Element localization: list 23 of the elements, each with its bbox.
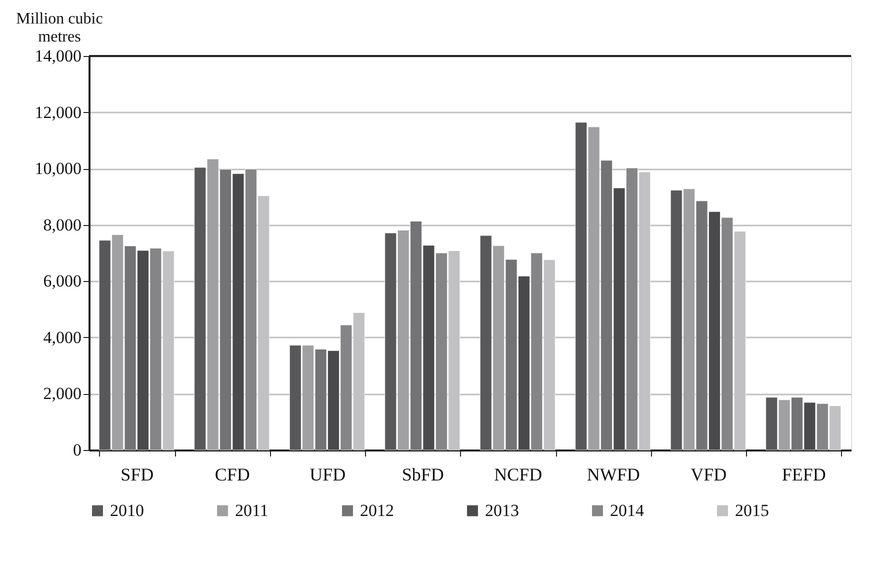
x-tick-label: VFD [690,464,727,484]
y-tick-label: 8,000 [43,215,82,234]
y-tick-label: 14,000 [34,46,82,66]
x-tick-label: FEFD [782,464,826,484]
legend-label: 2015 [735,500,769,520]
y-tick-label: 12,000 [34,102,82,122]
x-tick-label: NCFD [494,464,542,484]
legend-label: 2014 [610,500,644,520]
legend-label: 2011 [235,500,268,520]
x-tick-label: SFD [120,464,154,484]
x-tick-label: NWFD [586,464,640,484]
x-tick-label: SbFD [402,464,444,484]
x-tick-label: CFD [214,464,250,484]
x-tick-label: UFD [310,464,346,484]
legend-label: 2010 [110,500,144,520]
legend-label: 2013 [485,500,519,520]
y-tick-label: 6,000 [43,272,82,291]
y-axis-title: Million cubic metres [16,10,103,46]
y-tick-label: 2,000 [43,384,82,404]
y-tick-label: 4,000 [43,328,82,347]
legend-label: 2012 [360,500,394,520]
y-tick-label: 10,000 [34,159,82,178]
y-tick-label: 0 [73,440,82,460]
